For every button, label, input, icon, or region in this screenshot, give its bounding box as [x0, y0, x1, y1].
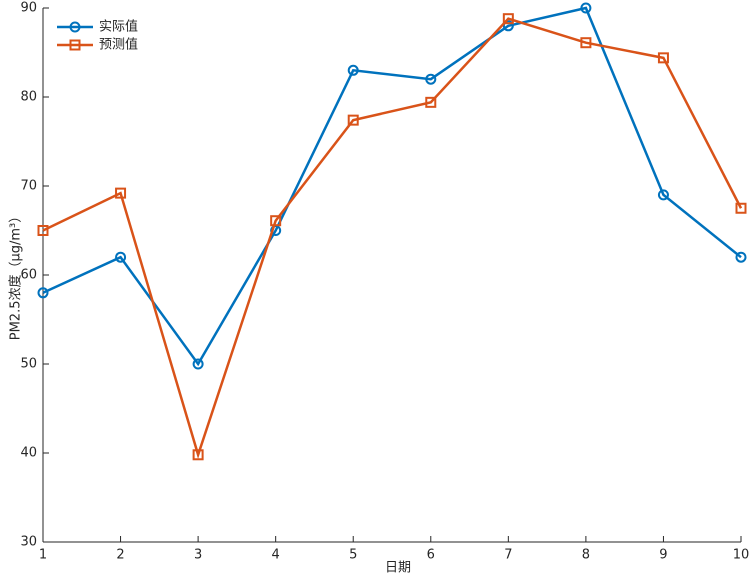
marker: [657, 52, 669, 64]
x-tick-label: 1: [39, 548, 47, 563]
y-tick-label: 50: [20, 357, 37, 372]
x-tick-label: 2: [116, 548, 124, 563]
marker: [37, 225, 49, 236]
marker: [347, 64, 359, 76]
marker: [115, 187, 127, 199]
marker: [69, 39, 81, 51]
y-tick-label: 80: [20, 90, 37, 105]
marker: [425, 96, 437, 108]
series-line: [42, 17, 743, 459]
y-axis-label: PM2.5浓度（μg/m³）: [8, 210, 24, 341]
marker: [580, 37, 592, 49]
marker: [502, 20, 514, 32]
marker: [37, 287, 49, 299]
x-tick-label: 3: [194, 548, 202, 563]
marker: [192, 449, 204, 461]
y-tick-label: 70: [20, 179, 37, 194]
marker: [735, 202, 747, 214]
marker: [270, 215, 282, 227]
marker: [735, 251, 747, 263]
x-tick-label: 4: [272, 548, 280, 563]
marker: [657, 189, 669, 201]
y-tick-label: 90: [20, 1, 37, 16]
legend-label: 预测值: [99, 37, 138, 53]
x-axis-label: 日期: [385, 561, 411, 576]
series-line: [42, 6, 742, 367]
marker: [115, 251, 127, 263]
marker: [192, 358, 204, 370]
marker: [502, 13, 514, 25]
marker: [580, 2, 592, 14]
marker: [69, 21, 81, 33]
x-tick-label: 5: [349, 548, 357, 563]
marker: [425, 73, 437, 85]
marker: [347, 114, 359, 126]
x-tick-label: 8: [582, 548, 590, 563]
x-tick-label: 10: [733, 548, 749, 563]
y-tick-label: 60: [20, 268, 37, 283]
x-tick-label: 7: [504, 548, 512, 563]
legend-label: 实际值: [99, 19, 138, 35]
y-tick-label: 30: [20, 535, 37, 550]
x-tick-label: 6: [427, 548, 435, 563]
x-tick-label: 9: [659, 548, 667, 563]
y-tick-label: 40: [20, 446, 37, 461]
